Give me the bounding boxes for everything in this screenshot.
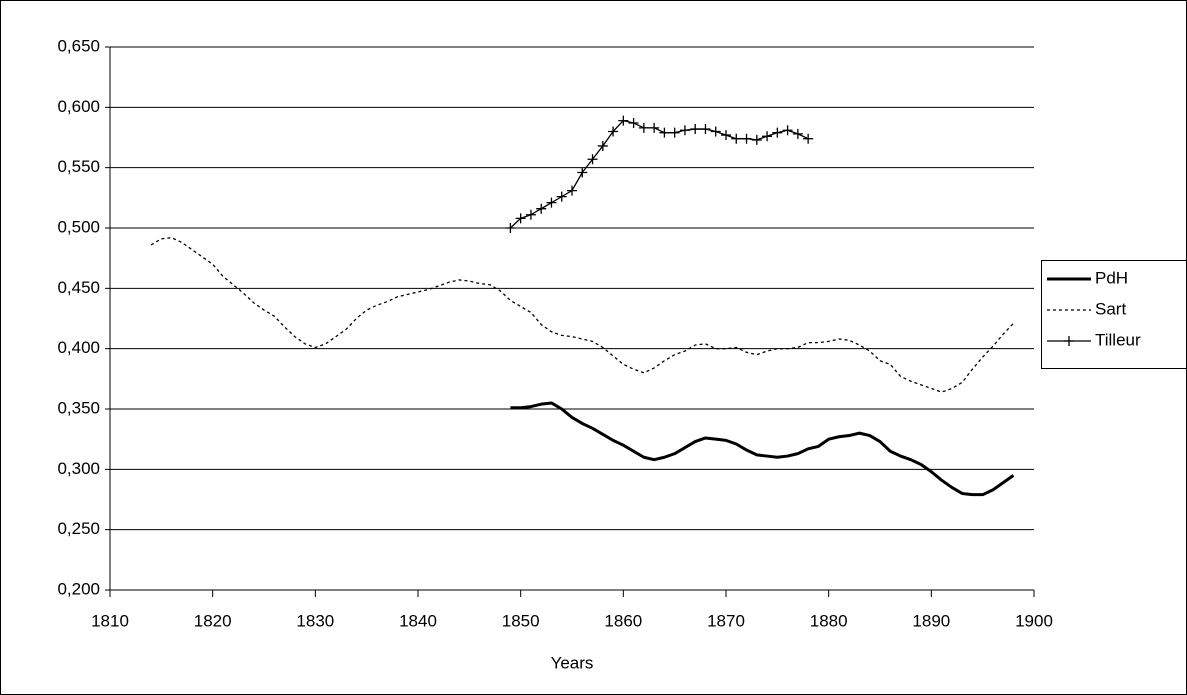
x-tick-label: 1900	[1015, 611, 1053, 630]
x-tick-label: 1810	[91, 611, 129, 630]
legend-label: Sart	[1095, 299, 1126, 318]
marker	[556, 191, 567, 202]
marker	[597, 140, 608, 151]
marker	[536, 203, 547, 214]
marker	[567, 185, 577, 196]
marker	[546, 197, 557, 208]
y-tick-label: 0,350	[57, 398, 100, 417]
marker	[669, 127, 680, 138]
marker	[772, 127, 783, 138]
x-tick-label: 1870	[707, 611, 745, 630]
marker	[700, 124, 711, 135]
y-tick-label: 0,400	[57, 338, 100, 357]
y-tick-label: 0,550	[57, 157, 100, 176]
marker	[638, 122, 649, 133]
marker	[792, 128, 803, 139]
y-tick-label: 0,200	[57, 579, 100, 598]
marker	[679, 125, 690, 136]
marker	[741, 133, 752, 144]
marker	[525, 209, 536, 220]
marker	[690, 124, 701, 135]
x-axis-label: Years	[551, 653, 594, 672]
marker	[659, 127, 670, 138]
marker	[782, 125, 793, 136]
y-tick-label: 0,300	[57, 459, 100, 478]
x-tick-label: 1860	[604, 611, 642, 630]
marker	[618, 115, 629, 126]
x-tick-label: 1890	[912, 611, 950, 630]
marker	[505, 223, 516, 233]
x-tick-label: 1880	[810, 611, 848, 630]
marker	[721, 130, 731, 141]
marker	[577, 167, 588, 178]
y-tick-label: 0,250	[57, 519, 100, 538]
x-tick-label: 1820	[194, 611, 232, 630]
marker	[515, 213, 526, 224]
marker	[762, 131, 773, 142]
marker	[731, 133, 742, 144]
y-tick-label: 0,450	[57, 278, 100, 297]
x-tick-label: 1850	[502, 611, 540, 630]
legend-label: PdH	[1095, 268, 1128, 287]
marker	[649, 122, 660, 133]
y-tick-label: 0,600	[57, 97, 100, 116]
marker	[628, 118, 639, 129]
series-line	[150, 237, 1014, 393]
legend-marker	[1064, 336, 1074, 346]
marker	[803, 133, 814, 144]
x-tick-label: 1840	[399, 611, 437, 630]
legend-label: Tilleur	[1095, 330, 1141, 349]
y-tick-label: 0,650	[57, 36, 100, 55]
x-tick-label: 1830	[296, 611, 334, 630]
y-tick-label: 0,500	[57, 217, 100, 236]
marker	[587, 154, 598, 165]
series-line	[510, 401, 1015, 497]
marker	[710, 126, 721, 137]
marker	[608, 126, 619, 137]
marker	[751, 134, 762, 145]
